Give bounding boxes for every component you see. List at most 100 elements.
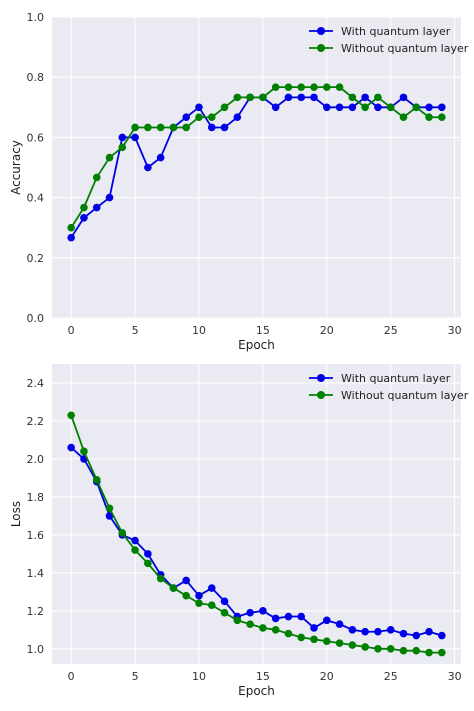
accuracy-point-without-quantum <box>246 93 254 102</box>
loss-point-without-quantum <box>195 599 203 608</box>
accuracy-point-without-quantum <box>207 113 216 122</box>
accuracy-point-with-quantum <box>361 93 369 102</box>
accuracy-x-tick-label: 30 <box>448 324 462 337</box>
loss-point-without-quantum <box>399 646 408 655</box>
loss-point-without-quantum <box>80 447 88 456</box>
loss-point-without-quantum <box>220 608 229 617</box>
loss-x-axis-label: Epoch <box>238 684 275 698</box>
accuracy-point-with-quantum <box>207 123 216 132</box>
accuracy-point-without-quantum <box>438 113 446 122</box>
accuracy-point-without-quantum <box>297 83 306 91</box>
loss-point-with-quantum <box>144 550 152 558</box>
accuracy-point-without-quantum <box>348 93 357 102</box>
loss-point-with-quantum <box>335 620 344 628</box>
loss-x-tick-label: 10 <box>192 670 206 683</box>
loss-point-without-quantum <box>169 584 178 592</box>
accuracy-point-without-quantum <box>118 143 127 152</box>
accuracy-point-with-quantum <box>348 103 357 112</box>
loss-legend-entry-with-quantum: With quantum layer <box>309 372 451 385</box>
accuracy-x-tick-label: 0 <box>68 324 75 337</box>
loss-point-with-quantum <box>105 512 114 520</box>
accuracy-point-without-quantum <box>80 203 88 212</box>
accuracy-series <box>67 83 446 242</box>
loss-y-axis-label: Loss <box>9 501 23 527</box>
accuracy-point-without-quantum <box>399 113 408 122</box>
accuracy-point-with-quantum <box>271 103 280 112</box>
accuracy-point-with-quantum <box>67 233 75 242</box>
loss-point-with-quantum <box>322 616 331 625</box>
loss-x-ticks: 0 5 10 15 20 25 30 <box>68 670 462 683</box>
accuracy-point-with-quantum <box>322 103 331 112</box>
accuracy-chart: 0.0 0.2 0.4 0.6 0.8 1.0 0 5 10 15 20 25 30 Epoch Ac… <box>9 11 469 352</box>
accuracy-point-with-quantum <box>195 103 203 112</box>
accuracy-point-without-quantum <box>335 83 344 91</box>
loss-x-tick-label: 5 <box>132 670 139 683</box>
loss-chart: 1.0 1.2 1.4 1.6 1.8 2.0 2.2 2.4 0 5 10 15 20 25 30 Ep… <box>9 364 469 698</box>
loss-x-tick-label: 20 <box>320 670 334 683</box>
accuracy-point-without-quantum <box>271 83 280 91</box>
loss-point-with-quantum <box>399 629 408 638</box>
accuracy-point-without-quantum <box>386 103 395 112</box>
loss-y-ticks: 1.0 1.2 1.4 1.6 1.8 2.0 2.2 2.4 <box>27 377 45 656</box>
loss-x-tick-label: 0 <box>68 670 75 683</box>
accuracy-point-with-quantum <box>297 93 306 102</box>
accuracy-point-without-quantum <box>310 83 318 91</box>
loss-point-without-quantum <box>271 626 280 634</box>
loss-point-with-quantum <box>386 626 395 634</box>
accuracy-point-without-quantum <box>425 113 433 122</box>
accuracy-point-with-quantum <box>182 113 191 122</box>
loss-point-with-quantum <box>271 614 280 623</box>
loss-x-tick-label: 15 <box>256 670 270 683</box>
accuracy-x-ticks: 0 5 10 15 20 25 30 <box>68 324 462 337</box>
loss-point-with-quantum <box>259 607 267 615</box>
loss-x-tick-label: 30 <box>448 670 462 683</box>
loss-point-without-quantum <box>386 645 395 653</box>
loss-point-with-quantum <box>438 631 446 640</box>
accuracy-x-tick-label: 25 <box>384 324 398 337</box>
accuracy-point-without-quantum <box>182 123 191 132</box>
accuracy-plot-area <box>52 17 461 318</box>
accuracy-point-with-quantum <box>284 93 293 102</box>
accuracy-x-tick-label: 15 <box>256 324 270 337</box>
legend-label-without-quantum: Without quantum layer <box>341 42 469 55</box>
accuracy-x-tick-label: 5 <box>132 324 139 337</box>
loss-plot-area <box>52 364 461 664</box>
accuracy-x-axis-label: Epoch <box>238 338 275 352</box>
accuracy-point-with-quantum <box>220 123 229 132</box>
loss-y-tick-label: 1.0 <box>27 643 45 656</box>
loss-y-tick-label: 1.2 <box>27 605 45 618</box>
loss-point-without-quantum <box>67 411 75 420</box>
accuracy-point-with-quantum <box>310 93 318 102</box>
loss-point-with-quantum <box>67 443 75 452</box>
loss-x-tick-label: 25 <box>384 670 398 683</box>
accuracy-point-with-quantum <box>80 213 88 222</box>
legend-label-with-quantum: With quantum layer <box>341 372 451 385</box>
loss-point-with-quantum <box>284 612 293 621</box>
loss-point-without-quantum <box>92 476 101 484</box>
loss-point-with-quantum <box>361 627 369 636</box>
accuracy-point-with-quantum <box>335 103 344 112</box>
accuracy-point-without-quantum <box>131 123 139 132</box>
accuracy-y-tick-label: 0.4 <box>27 192 45 205</box>
accuracy-y-tick-label: 0.8 <box>27 71 45 84</box>
accuracy-point-without-quantum <box>259 93 267 102</box>
accuracy-y-tick-label: 0.0 <box>27 312 45 325</box>
loss-point-with-quantum <box>425 627 433 636</box>
accuracy-point-with-quantum <box>92 203 101 212</box>
accuracy-point-with-quantum <box>425 103 433 112</box>
loss-point-without-quantum <box>348 641 357 649</box>
accuracy-point-without-quantum <box>233 93 242 102</box>
accuracy-point-with-quantum <box>105 193 114 202</box>
accuracy-y-axis-label: Accuracy <box>9 140 23 195</box>
loss-point-without-quantum <box>425 648 433 657</box>
loss-point-with-quantum <box>195 591 203 600</box>
legend-label-with-quantum: With quantum layer <box>341 25 451 38</box>
accuracy-point-without-quantum <box>67 223 75 232</box>
legend-marker-without-quantum <box>317 44 325 52</box>
accuracy-point-without-quantum <box>361 103 369 112</box>
accuracy-point-with-quantum <box>144 163 152 172</box>
accuracy-point-without-quantum <box>195 113 203 122</box>
loss-y-tick-label: 2.4 <box>27 377 45 390</box>
loss-point-without-quantum <box>297 633 306 642</box>
